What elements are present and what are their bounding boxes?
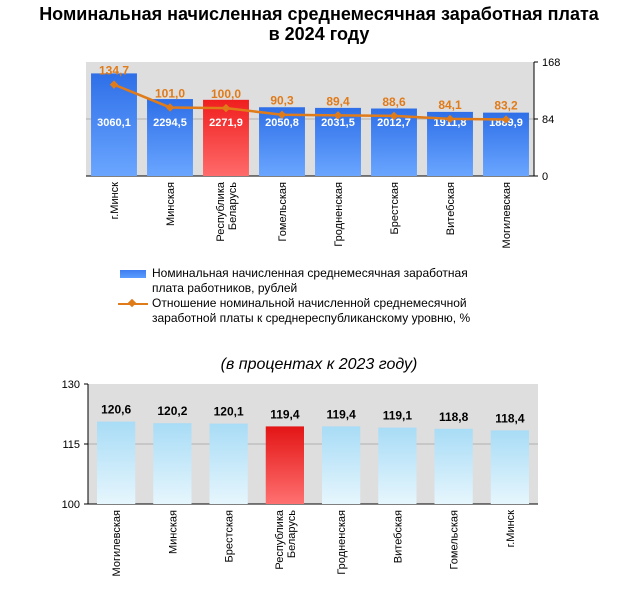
chart1-category-label-text: Гомельская: [277, 182, 289, 241]
title-line-2: в 2024 году: [268, 24, 370, 44]
chart1-tick-label: 0: [542, 171, 548, 183]
chart2-bar: [322, 426, 361, 504]
chart1-bar: [203, 99, 249, 176]
chart2-bar-value-label: 118,4: [495, 411, 525, 425]
chart1-category-label-text: г.Минск: [109, 182, 121, 220]
chart1-category-label-text: Гродненская: [333, 182, 345, 247]
chart1-category-label-text: Брестская: [389, 182, 401, 235]
chart1-line-value-label: 83,2: [494, 99, 518, 113]
chart1-category-label: Гомельская: [277, 182, 289, 241]
legend-item-ratio: Отношение номинальной начисленной средне…: [118, 296, 518, 326]
chart2-bar-value-label: 119,4: [270, 407, 300, 421]
chart1-bar-value-label: 2271,9: [209, 117, 243, 129]
chart1-line-marker: [445, 114, 455, 124]
chart1-line-marker: [389, 111, 399, 121]
chart2-bar-value-label: 120,2: [157, 404, 187, 418]
chart1-line-value-label: 88,6: [382, 95, 406, 109]
legend-label-ratio-2: заработной платы к среднереспубликанском…: [152, 311, 471, 325]
chart1-line-value-label: 90,3: [270, 94, 294, 108]
legend-swatch-bar: [120, 270, 146, 278]
chart2-category-label-text: Гомельская: [449, 510, 461, 569]
chart2-category-label-text: Беларусь: [286, 510, 298, 558]
chart1-line-marker: [109, 80, 119, 89]
chart1-bar: [147, 99, 193, 176]
chart2-category-label-text: Витебская: [392, 510, 404, 563]
chart1-category-label-text: Витебская: [445, 182, 457, 235]
chart1-category-label: Минская: [165, 182, 177, 226]
chart2-category-label-text: г.Минск: [505, 510, 517, 548]
chart1-line-value-label: 134,7: [99, 64, 129, 78]
chart2-bar-value-label: 119,1: [383, 409, 413, 423]
chart2-bar: [209, 423, 248, 504]
chart1-bar-value-label: 2012,7: [377, 117, 411, 129]
chart1-category-label-text: Минская: [165, 182, 177, 226]
chart1-category-label: Брестская: [389, 182, 401, 235]
chart1-bar-value-label: 3060,1: [97, 117, 131, 129]
chart2-tick-label: 130: [62, 379, 80, 391]
legend-item-salary: Номинальная начисленная среднемесячная з…: [118, 266, 518, 296]
chart1-tick-label: 84: [542, 114, 554, 126]
chart1-category-label-text: Республика: [215, 181, 227, 241]
chart1-line-marker: [277, 110, 287, 119]
chart1-category-label: Витебская: [445, 182, 457, 235]
chart2-category-label: Могилевская: [111, 510, 123, 576]
salary-bar-line-chart: 168 84 0 3060,1 г.Минск 2294,5 Минская 2271,9 Ре…: [86, 57, 560, 248]
chart2-bar-value-label: 120,6: [101, 403, 131, 417]
chart1-bar-value-label: 2294,5: [153, 117, 187, 129]
legend-swatch-line: [118, 303, 148, 305]
chart2-bar-value-label: 119,4: [326, 407, 356, 421]
chart1-line-marker: [165, 103, 175, 112]
chart2-bar-value-label: 120,1: [214, 405, 244, 419]
chart1-line-marker: [221, 103, 231, 113]
chart2-category-label: Гродненская: [336, 510, 348, 575]
chart2-category-label-text: Брестская: [224, 510, 236, 563]
chart1-category-label: г.Минск: [109, 182, 121, 220]
chart2-category-label: Витебская: [392, 510, 404, 563]
chart2-subtitle: (в процентах к 2023 году): [220, 356, 418, 373]
chart1-tick-label: 168: [542, 57, 560, 69]
chart2-bar: [265, 426, 304, 504]
chart1-legend: Номинальная начисленная среднемесячная з…: [118, 266, 518, 326]
legend-label-ratio-1: Отношение номинальной начисленной средне…: [152, 296, 467, 310]
chart1-category-label-text: Беларусь: [227, 182, 239, 230]
chart1-bar-value-label: 2031,5: [321, 117, 355, 129]
chart2-category-label: Республика Беларусь: [274, 509, 298, 569]
chart1-line-value-label: 101,0: [155, 86, 185, 100]
chart2-tick-label: 100: [62, 499, 80, 511]
chart2-category-label: г.Минск: [505, 510, 517, 548]
chart1-line-value-label: 84,1: [438, 98, 462, 112]
chart1-category-label-text: Могилевская: [501, 182, 513, 248]
chart1-category-label: Гродненская: [333, 182, 345, 247]
chart1-category-label: Могилевская: [501, 182, 513, 248]
chart2-category-label-text: Минская: [167, 510, 179, 554]
chart1-line-value-label: 100,0: [211, 87, 241, 101]
title-line-1: Номинальная начисленная среднемесячная з…: [39, 4, 599, 24]
chart2-category-label: Брестская: [224, 510, 236, 563]
chart1-line-value-label: 89,4: [326, 94, 350, 108]
chart2-bar: [434, 428, 473, 504]
chart2-bar: [378, 427, 417, 504]
chart1-line-marker: [501, 115, 511, 124]
chart2-bar: [97, 421, 136, 504]
chart2-tick-label: 115: [62, 439, 80, 451]
chart2-category-label: Минская: [167, 510, 179, 554]
chart2-bar-value-label: 118,8: [439, 410, 469, 424]
chart1-bar-value-label: 2050,8: [265, 117, 299, 129]
chart1-category-label: Республика Беларусь: [215, 181, 239, 241]
legend-label-salary-2: плата работников, рублей: [152, 281, 298, 295]
chart2-category-label-text: Могилевская: [111, 510, 123, 576]
chart2-category-label-text: Республика: [274, 509, 286, 569]
legend-label-salary-1: Номинальная начисленная среднемесячная з…: [152, 266, 468, 280]
chart2-bar: [490, 430, 529, 504]
chart1-line-marker: [333, 111, 343, 120]
chart2-bar: [153, 423, 192, 504]
chart2-category-label-text: Гродненская: [336, 510, 348, 575]
chart2-category-label: Гомельская: [449, 510, 461, 569]
chart-title: Номинальная начисленная среднемесячная з…: [0, 4, 638, 44]
chart1-ratio-line: [113, 83, 507, 121]
